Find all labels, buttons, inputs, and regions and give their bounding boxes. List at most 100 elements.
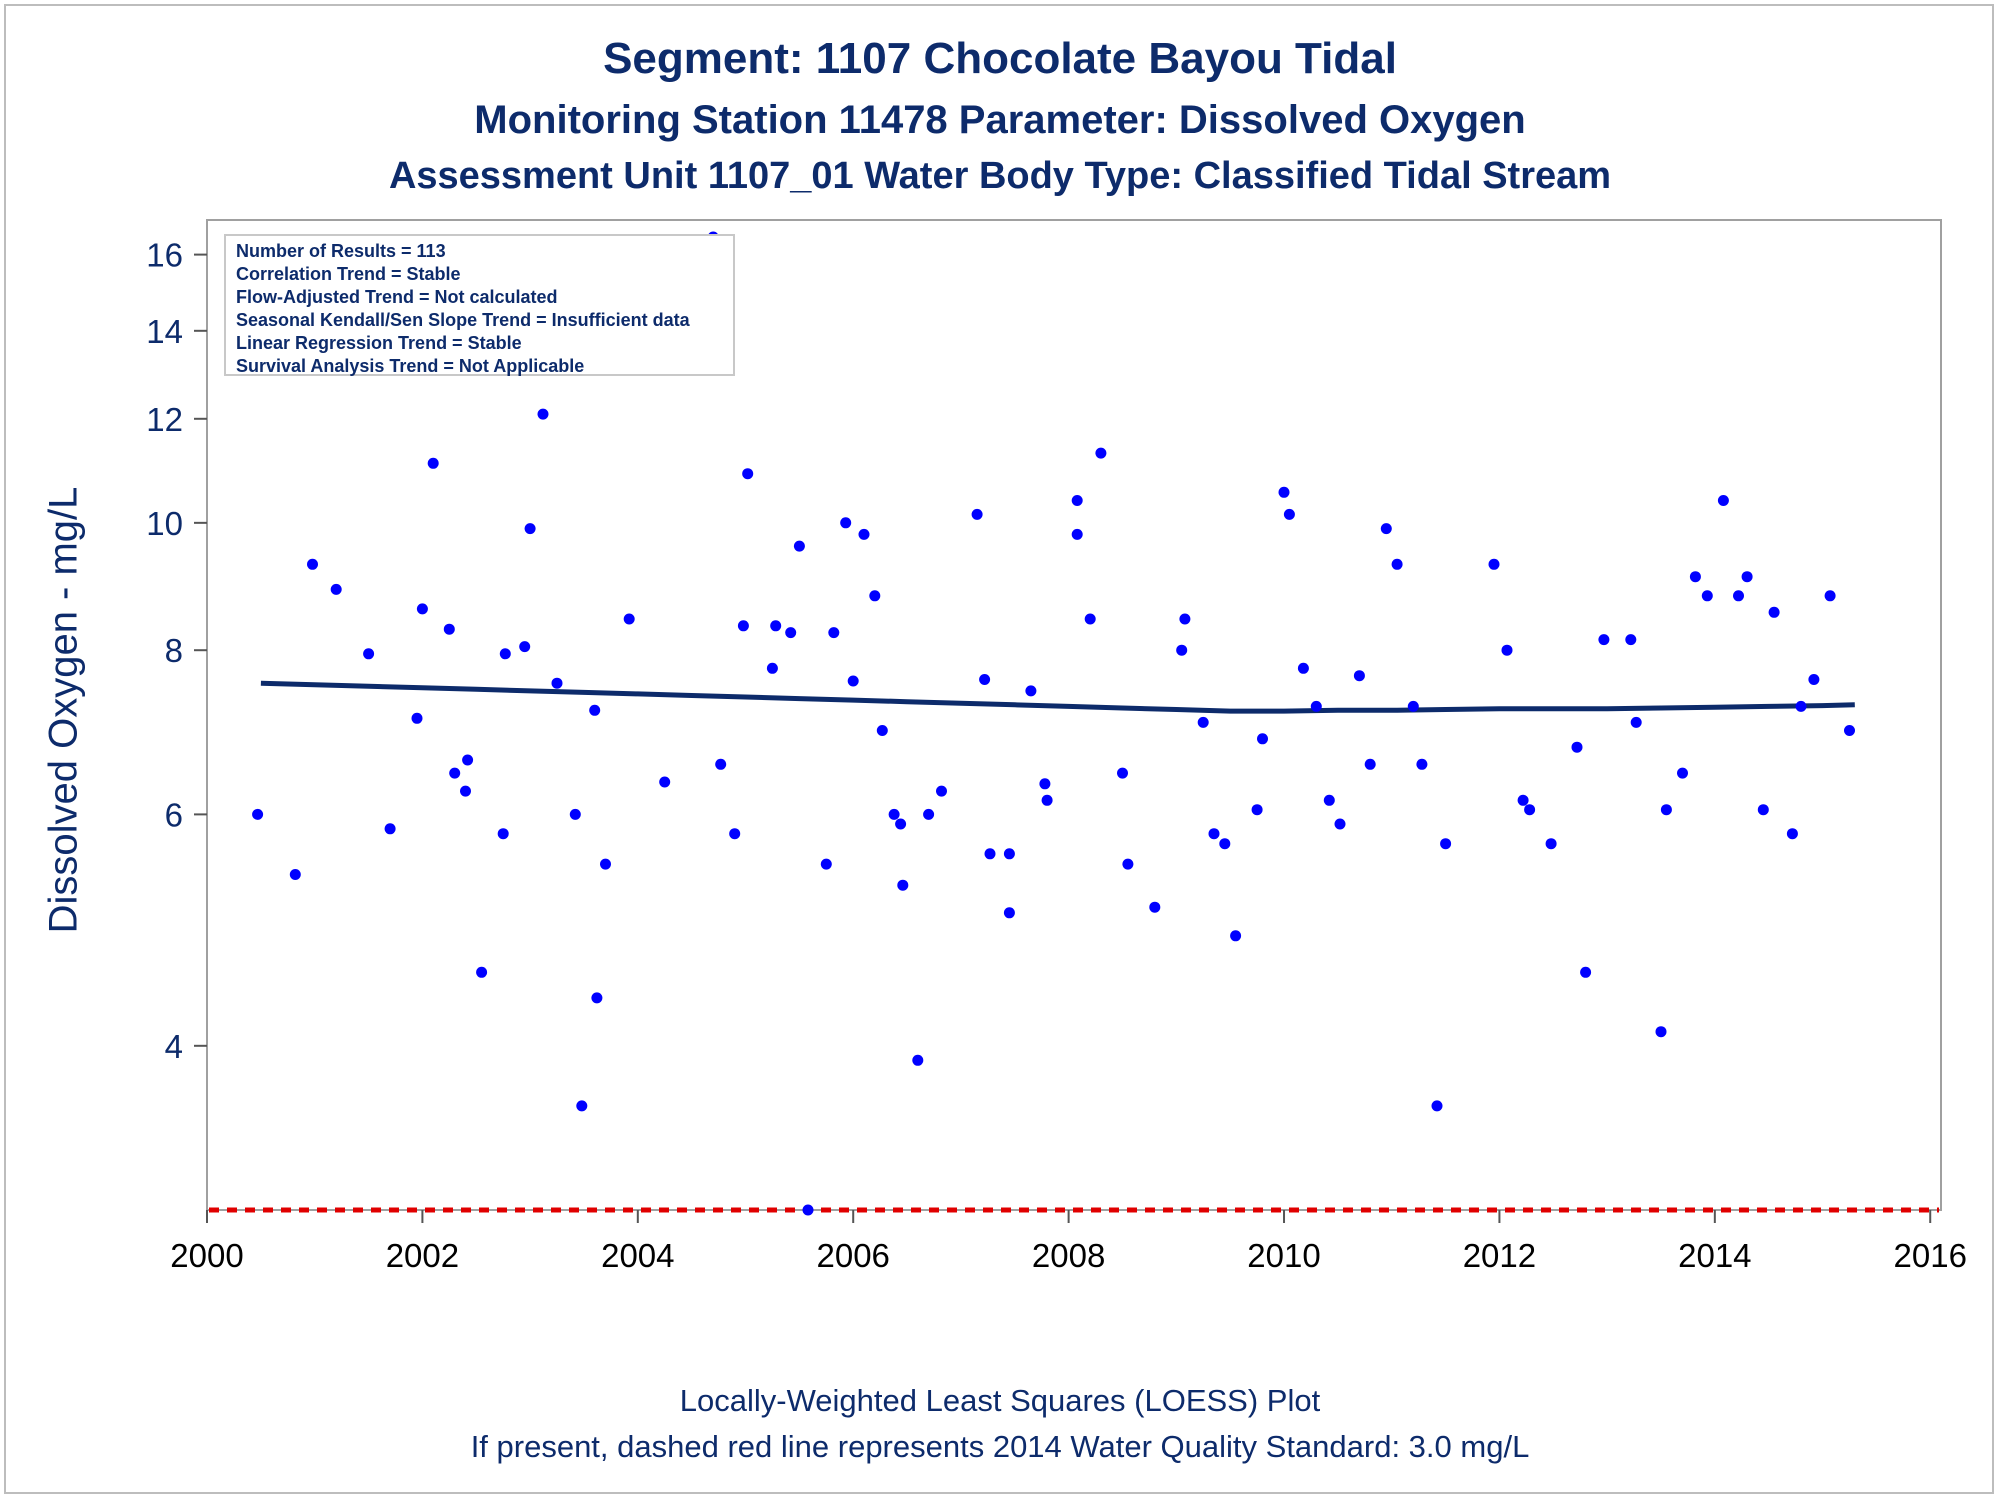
- data-point-54: [1003, 907, 1015, 919]
- data-point-5: [384, 823, 396, 835]
- data-point-76: [1310, 700, 1322, 712]
- data-point-15: [499, 648, 511, 660]
- info-number-of-results: Number of Results = 113: [236, 241, 446, 261]
- data-point-79: [1353, 670, 1365, 682]
- x-tick-label-2004: 2004: [601, 1237, 674, 1274]
- data-point-84: [1416, 758, 1428, 770]
- data-point-23: [591, 992, 603, 1004]
- x-tick-label-2008: 2008: [1032, 1237, 1105, 1274]
- data-point-10: [449, 767, 461, 779]
- loess-line: [260, 680, 1855, 714]
- y-tick-label-4: 4: [165, 1028, 183, 1065]
- data-point-52: [984, 848, 996, 860]
- data-point-20: [569, 808, 581, 820]
- x-tick-label-2016: 2016: [1894, 1237, 1967, 1274]
- footnote-standard: If present, dashed red line represents 2…: [470, 1429, 1530, 1464]
- data-point-69: [1219, 838, 1231, 850]
- data-point-108: [1795, 700, 1807, 712]
- data-point-89: [1517, 794, 1529, 806]
- data-point-82: [1391, 558, 1403, 570]
- data-point-74: [1283, 508, 1295, 520]
- data-point-61: [1095, 447, 1107, 459]
- data-point-33: [770, 620, 782, 632]
- data-point-34: [785, 627, 797, 639]
- data-point-28: [715, 758, 727, 770]
- data-point-62: [1117, 767, 1128, 779]
- y-tick-label-10: 10: [146, 505, 183, 542]
- data-point-9: [443, 623, 455, 635]
- info-flow-adjusted-trend: Flow-Adjusted Trend = Not calculated: [236, 287, 558, 307]
- y-tick-label-12: 12: [146, 401, 183, 438]
- data-point-101: [1701, 590, 1713, 602]
- data-point-73: [1278, 486, 1290, 498]
- data-point-17: [524, 523, 536, 535]
- y-tick-label-14: 14: [146, 313, 183, 350]
- data-point-38: [828, 627, 840, 639]
- data-point-68: [1208, 828, 1220, 840]
- y-tick-label-8: 8: [165, 632, 183, 669]
- data-point-72: [1257, 733, 1268, 745]
- data-point-6: [411, 712, 423, 724]
- data-point-13: [476, 966, 488, 978]
- data-point-88: [1501, 644, 1513, 656]
- data-point-7: [416, 603, 428, 615]
- data-point-49: [936, 785, 947, 797]
- data-point-59: [1071, 495, 1083, 506]
- data-point-48: [923, 808, 935, 820]
- data-point-66: [1179, 613, 1191, 625]
- chart-subtitle-station: Monitoring Station 11478 Parameter: Diss…: [474, 98, 1526, 142]
- data-point-16: [519, 641, 531, 653]
- data-point-111: [1844, 725, 1855, 736]
- y-tick-label-6: 6: [165, 796, 183, 833]
- data-point-41: [858, 528, 870, 540]
- data-point-46: [897, 879, 909, 891]
- data-point-40: [847, 675, 859, 687]
- data-point-93: [1580, 966, 1592, 978]
- footnote-loess: Locally-Weighted Least Squares (LOESS) P…: [679, 1383, 1321, 1418]
- data-point-14: [497, 828, 509, 840]
- y-tick-label-16: 16: [146, 237, 183, 274]
- data-point-30: [737, 620, 749, 632]
- axes: 2000 2002 2004 2006 2008 2010 2012 2014 2016 4 6 8 1…: [146, 237, 1967, 1274]
- data-point-19: [551, 677, 563, 689]
- data-point-87: [1488, 558, 1500, 570]
- data-point-22: [589, 704, 601, 716]
- data-point-0: [252, 808, 264, 820]
- data-point-3: [330, 583, 342, 595]
- points-group: [252, 231, 1855, 1216]
- data-point-60: [1084, 613, 1096, 625]
- data-point-43: [876, 725, 888, 736]
- data-point-12: [462, 754, 474, 766]
- data-point-99: [1677, 767, 1688, 779]
- data-point-29: [729, 828, 741, 840]
- data-point-50: [971, 508, 983, 520]
- data-point-97: [1655, 1026, 1667, 1038]
- data-point-63: [1122, 858, 1134, 870]
- x-tick-label-2010: 2010: [1247, 1237, 1320, 1274]
- data-point-107: [1786, 828, 1798, 840]
- x-tick-label-2000: 2000: [170, 1237, 243, 1274]
- data-point-35: [793, 540, 805, 552]
- data-point-71: [1251, 804, 1263, 816]
- info-correlation-trend: Correlation Trend = Stable: [236, 264, 461, 284]
- x-tick-label-2014: 2014: [1678, 1237, 1751, 1274]
- data-point-44: [888, 808, 900, 820]
- data-point-91: [1545, 838, 1557, 850]
- data-point-47: [912, 1054, 924, 1066]
- data-point-96: [1630, 716, 1642, 728]
- data-point-57: [1041, 794, 1053, 806]
- info-survival-analysis-trend: Survival Analysis Trend = Not Applicable: [236, 356, 585, 376]
- data-point-4: [363, 648, 375, 660]
- data-point-105: [1757, 804, 1769, 816]
- data-point-94: [1598, 634, 1610, 646]
- data-point-109: [1808, 674, 1820, 685]
- info-seasonal-kendall-trend: Seasonal Kendall/Sen Slope Trend = Insuf…: [236, 310, 690, 330]
- data-point-26: [659, 776, 671, 788]
- chart-title: Segment: 1107 Chocolate Bayou Tidal: [603, 34, 1397, 83]
- data-point-95: [1625, 634, 1637, 646]
- data-point-100: [1689, 571, 1701, 583]
- data-point-56: [1039, 778, 1051, 790]
- x-tick-label-2006: 2006: [817, 1237, 890, 1274]
- data-point-103: [1733, 590, 1744, 602]
